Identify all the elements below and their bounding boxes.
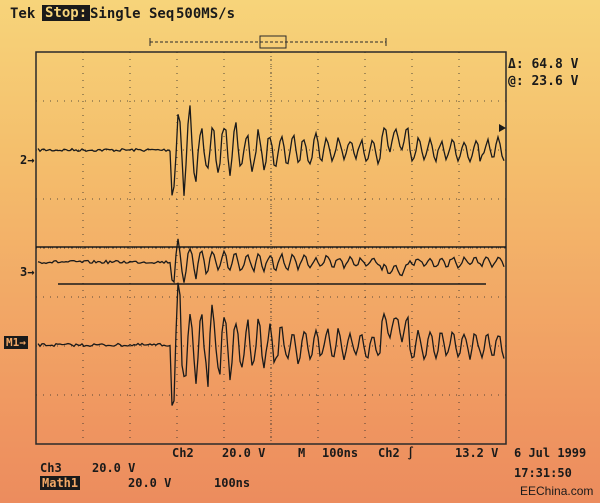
waveform-traces — [37, 105, 505, 406]
sample-rate: 500MS/s — [176, 6, 236, 22]
channel-3-trace — [37, 238, 505, 284]
ch2-scale: 20.0 V — [222, 446, 266, 460]
trigger-marker-icon — [499, 124, 506, 132]
math-trace — [37, 282, 505, 406]
ch2-label: Ch2 — [172, 446, 194, 460]
run-state-badge[interactable]: Stop: — [42, 5, 91, 21]
channel-2-marker[interactable]: 2→ — [20, 153, 35, 167]
brand-label: Tek — [10, 6, 36, 22]
graticule — [35, 35, 507, 445]
channel-2-trace — [37, 105, 505, 196]
cursor-delta-readout: Δ: 64.8 V — [508, 57, 579, 72]
acquisition-mode: Single Seq — [90, 6, 175, 22]
math1-scale: 20.0 V — [128, 476, 172, 490]
trigger-level: 13.2 V — [455, 446, 499, 460]
record-window — [259, 35, 287, 49]
trigger-source: Ch2 ∫ — [378, 446, 415, 460]
main-timebase: 100ns — [322, 446, 359, 460]
ch3-scale: 20.0 V — [92, 461, 136, 475]
channel-3-marker[interactable]: 3→ — [20, 265, 35, 279]
math-channel-marker[interactable]: M1→ — [4, 336, 28, 349]
math1-label: Math1 — [40, 476, 81, 490]
math1-timebase: 100ns — [214, 476, 251, 490]
main-timebase-label: M — [298, 446, 306, 460]
watermark: EEChina.com — [520, 484, 594, 498]
cursor-at-readout: @: 23.6 V — [508, 74, 579, 89]
capture-date: 6 Jul 1999 — [514, 446, 587, 460]
ch3-label: Ch3 — [40, 461, 62, 475]
capture-time: 17:31:50 — [514, 466, 572, 480]
